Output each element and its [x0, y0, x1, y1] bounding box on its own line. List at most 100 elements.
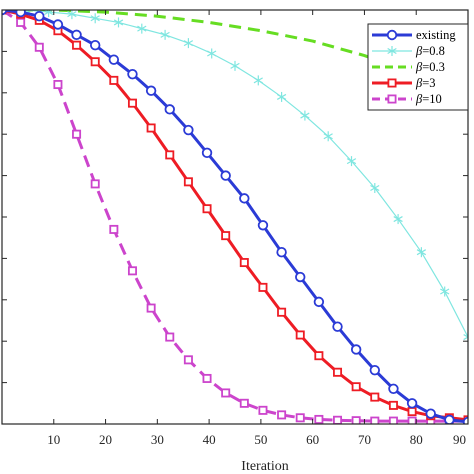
series-3-point: [72, 40, 82, 50]
x-tick-label: 50: [254, 432, 267, 447]
series-0-point: [444, 414, 455, 424]
series-4-point: [53, 80, 63, 90]
series-1-point: [276, 91, 287, 102]
legend-entry: β=0.3: [372, 60, 445, 74]
series-4-point: [370, 416, 380, 424]
series-0-point: [183, 124, 194, 136]
series-4-line: [2, 10, 468, 423]
series-0-point: [220, 170, 231, 181]
legend-label: β=0.8: [415, 44, 445, 58]
series-0-point: [127, 68, 138, 80]
series-1-point: [160, 29, 170, 40]
series-4-point: [90, 179, 100, 189]
series-3-point: [388, 400, 398, 410]
x-tick-label: 40: [203, 432, 216, 447]
x-tick-label: 20: [99, 432, 112, 447]
series-1-point: [300, 110, 310, 121]
series-4-point: [183, 355, 193, 365]
series-1-point: [137, 23, 147, 34]
series-3-point: [370, 392, 380, 402]
series-1-point: [67, 10, 77, 20]
series-1-point: [463, 332, 468, 343]
series-0-point: [406, 398, 418, 409]
series-0-point: [108, 54, 120, 65]
series-0-point: [313, 296, 325, 308]
legend-entry: existing: [372, 28, 456, 42]
series-3-point: [165, 150, 175, 160]
series-4-point: [295, 413, 305, 423]
series-0-point: [295, 271, 306, 283]
series-0-point: [369, 364, 381, 376]
series-4-point: [239, 398, 249, 408]
legend-label: existing: [416, 28, 456, 42]
series-0-point: [34, 11, 45, 22]
series-4-point: [333, 415, 343, 424]
legend-label: β=3: [415, 76, 436, 90]
legend-marker: [387, 94, 397, 104]
series-0-point: [276, 246, 287, 258]
series-3-point: [90, 57, 100, 67]
series-0-point: [201, 147, 213, 159]
series-0-point: [2, 10, 8, 16]
series-4-point: [277, 410, 287, 420]
series-3-point: [407, 407, 417, 417]
series-4-point: [221, 388, 231, 398]
series-1-point: [440, 286, 450, 297]
series-3-point: [295, 330, 305, 340]
series-0-point: [52, 19, 64, 30]
series-0-point: [239, 193, 250, 204]
x-tick-label: 60: [306, 432, 319, 447]
series-4-point: [351, 416, 361, 424]
series-0: [2, 10, 468, 424]
series-3-point: [221, 231, 231, 241]
series-3-point: [314, 351, 324, 361]
series-layer: [2, 10, 468, 424]
legend-marker: [387, 46, 397, 56]
series-0-point: [145, 85, 157, 96]
x-axis-title: Iteration: [241, 459, 288, 474]
legend-entry: β=0.8: [372, 44, 445, 58]
series-3-point: [202, 204, 212, 214]
x-tick-label: 90: [453, 432, 466, 447]
series-3-point: [258, 282, 268, 292]
series-1-point: [90, 13, 100, 24]
series-0-point: [71, 29, 82, 41]
legend-marker: [386, 29, 398, 41]
series-3-point: [277, 307, 287, 317]
series-4-point: [314, 414, 324, 424]
series-0-point: [425, 408, 436, 419]
legend: existing β=0.8 β=0.3 β=3 β=10: [367, 23, 469, 111]
series-1-point: [253, 75, 263, 86]
series-3-point: [146, 123, 156, 133]
series-4-point: [388, 416, 398, 424]
series-4-point: [146, 303, 156, 313]
series-4-point: [165, 332, 175, 342]
series-3-point: [239, 258, 249, 268]
legend-marker: [387, 78, 397, 88]
series-1-point: [113, 17, 124, 28]
series-4-point: [407, 416, 417, 424]
x-tick-label: 70: [358, 432, 371, 447]
series-2-line: [2, 10, 468, 99]
legend-box: [367, 23, 469, 111]
series-0-point: [350, 344, 362, 355]
series-3-point: [109, 75, 119, 85]
series-1-point: [370, 183, 380, 194]
series-1-point: [207, 48, 217, 59]
series-3-point: [351, 382, 361, 392]
series-1-point: [393, 214, 403, 225]
series-4-point: [202, 373, 212, 383]
series-0-point: [257, 220, 269, 231]
series-0-point: [89, 39, 101, 51]
series-4-point: [72, 129, 82, 139]
series-2: [2, 10, 468, 99]
series-1-point: [346, 156, 357, 167]
series-0-point: [332, 321, 343, 332]
series-1-point: [183, 38, 194, 49]
series-3-point: [183, 177, 193, 187]
ticks-layer: 10 20 30 40 50 60 70 80 90: [2, 9, 469, 447]
series-1-point: [323, 131, 333, 142]
legend-label: β=0.3: [415, 60, 445, 74]
x-tick-label: 80: [410, 432, 423, 447]
